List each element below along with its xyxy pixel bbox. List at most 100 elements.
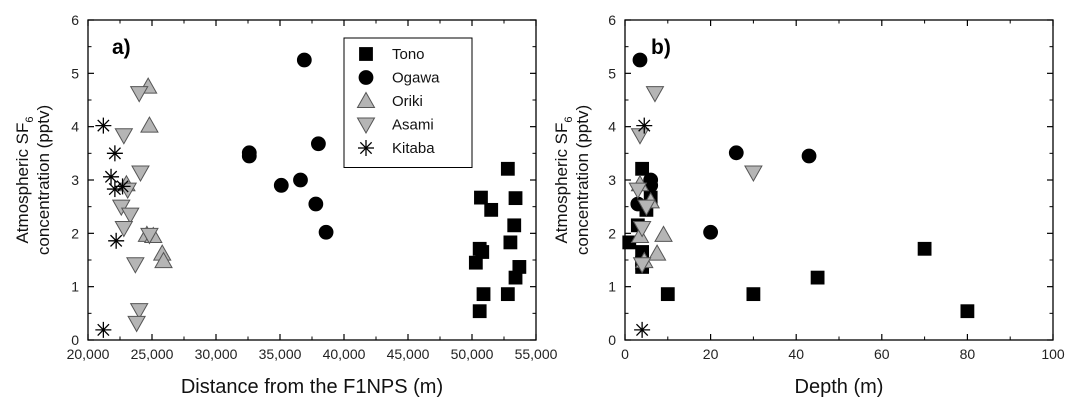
y-axis-title-line1: Atmospheric SF6: [13, 116, 36, 243]
data-point-kitaba: [114, 178, 131, 195]
data-point-kitaba: [106, 145, 123, 162]
x-axis-title: Distance from the F1NPS (m): [181, 376, 443, 398]
x-tick-label: 25,000: [131, 346, 174, 362]
data-point-asami: [120, 207, 140, 225]
data-point-oriki: [154, 251, 173, 269]
legend-marker-ogawa: [358, 70, 374, 85]
legend: Tono Ogawa Oriki Asami Kitaba: [343, 37, 473, 168]
data-point-tono: [507, 218, 522, 233]
x-axis-title: Depth (m): [795, 376, 884, 398]
data-point-asami: [632, 257, 652, 274]
series-ogawa: [241, 52, 334, 240]
x-tick-label: 55,000: [515, 346, 558, 362]
legend-marker-asami: [356, 117, 376, 135]
x-tick-label: 45,000: [387, 346, 430, 362]
data-point-kitaba: [636, 117, 653, 134]
series-asami: [111, 86, 159, 333]
y-tick-label: 0: [71, 332, 79, 348]
data-point-kitaba: [95, 321, 112, 338]
data-point-tono: [474, 190, 488, 205]
legend-marker-oriki: [356, 91, 376, 108]
y-axis-title-line1: Atmospheric SF6: [552, 116, 575, 243]
y-tick-label: 2: [71, 225, 79, 241]
data-point-ogawa: [273, 177, 289, 193]
legend-marker-kitaba: [358, 140, 374, 156]
series-tono: [468, 161, 527, 319]
x-tick-label: 20,000: [67, 346, 110, 362]
y-tick-label: 3: [71, 172, 79, 188]
y-tick-label: 0: [608, 332, 616, 348]
data-point-tono: [500, 287, 515, 302]
data-point-tono: [917, 241, 932, 256]
data-point-ogawa: [310, 136, 326, 152]
y-axis-title-main: Atmospheric SF: [13, 123, 32, 244]
data-point-tono: [635, 161, 650, 176]
data-point-oriki: [647, 244, 667, 261]
data-point-kitaba: [108, 232, 125, 249]
data-point-tono: [960, 304, 975, 319]
y-tick-label: 1: [608, 279, 616, 295]
data-point-tono: [472, 304, 487, 319]
x-tick-label: 60: [874, 346, 890, 362]
x-tick-label: 50,000: [451, 346, 494, 362]
data-point-kitaba: [106, 181, 123, 198]
data-point-asami: [114, 128, 134, 145]
data-point-kitaba: [634, 321, 651, 338]
x-tick-label: 100: [1041, 346, 1065, 362]
y-axis-title-line2: concentration (pptv): [34, 105, 53, 255]
data-point-oriki: [630, 226, 650, 243]
data-point-asami: [129, 86, 149, 103]
data-point-oriki: [654, 225, 673, 242]
data-point-tono: [810, 270, 825, 285]
data-point-asami: [140, 227, 159, 245]
y-tick-label: 4: [71, 119, 79, 135]
data-point-asami: [645, 86, 665, 103]
data-point-tono: [476, 287, 491, 302]
x-tick-label: 40,000: [323, 346, 366, 362]
y-tick-label: 5: [608, 65, 616, 81]
data-point-oriki: [140, 116, 159, 133]
legend-label-ogawa: Ogawa: [392, 70, 440, 87]
series-kitaba: [634, 117, 653, 338]
y-tick-label: 4: [608, 119, 616, 135]
panel-label: b): [651, 36, 671, 59]
legend-label-asami: Asami: [392, 117, 434, 134]
series-tono: [622, 161, 975, 319]
x-tick-label: 20: [703, 346, 719, 362]
data-point-asami: [131, 165, 150, 183]
data-point-ogawa: [293, 172, 308, 188]
data-point-asami: [126, 257, 145, 274]
y-axis-title-main: Atmospheric SF: [552, 123, 571, 244]
y-tick-label: 1: [71, 279, 79, 295]
legend-label-kitaba: Kitaba: [392, 140, 435, 157]
data-point-tono: [660, 287, 675, 302]
data-point-tono: [475, 245, 490, 259]
y-axis-title-subscript: 6: [563, 116, 575, 122]
panel-label: a): [112, 36, 131, 59]
data-point-tono: [508, 270, 523, 285]
data-point-asami: [632, 221, 652, 238]
data-point-tono: [500, 161, 515, 176]
x-tick-label: 0: [621, 346, 629, 362]
data-point-asami: [628, 182, 648, 200]
y-tick-label: 2: [608, 225, 616, 241]
data-point-asami: [114, 221, 134, 238]
x-tick-label: 40: [788, 346, 804, 362]
data-point-ogawa: [318, 224, 334, 240]
series-ogawa: [630, 52, 817, 240]
y-tick-label: 5: [71, 65, 79, 81]
data-point-asami: [637, 199, 656, 217]
data-point-ogawa: [703, 224, 718, 240]
data-point-asami: [129, 303, 149, 320]
y-axis-title-subscript: 6: [24, 116, 36, 122]
data-point-ogawa: [296, 52, 312, 68]
data-point-tono: [503, 235, 518, 250]
data-point-ogawa: [801, 148, 817, 164]
data-point-asami: [630, 128, 650, 145]
plot-frame: [624, 19, 1054, 341]
legend-label-tono: Tono: [392, 46, 425, 63]
data-point-tono: [508, 191, 523, 206]
